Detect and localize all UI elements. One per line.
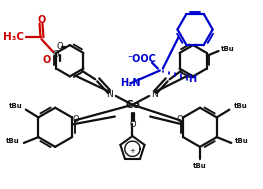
Text: O: O	[42, 55, 50, 65]
Text: tBu: tBu	[9, 103, 23, 109]
Text: Co: Co	[125, 100, 140, 110]
Text: O: O	[129, 120, 136, 129]
Text: O: O	[176, 115, 183, 124]
Text: N: N	[107, 91, 113, 99]
Text: +: +	[130, 148, 135, 154]
Text: tBu: tBu	[220, 46, 234, 52]
Text: H: H	[188, 74, 196, 84]
Text: ⁻OOC: ⁻OOC	[128, 54, 157, 64]
Text: tBu: tBu	[235, 138, 249, 144]
Text: H₂N: H₂N	[120, 78, 141, 88]
Text: N: N	[151, 91, 158, 99]
Text: tBu: tBu	[193, 163, 207, 169]
Text: H₃C: H₃C	[3, 32, 24, 42]
Text: tBu: tBu	[6, 138, 20, 144]
Text: O: O	[37, 15, 45, 25]
Text: O: O	[72, 115, 79, 124]
Text: O: O	[53, 50, 59, 59]
Text: O: O	[57, 42, 63, 51]
Text: tBu: tBu	[234, 103, 248, 109]
